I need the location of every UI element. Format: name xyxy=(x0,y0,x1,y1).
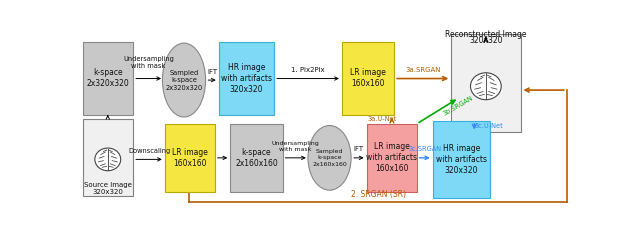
Text: k-space
2x160x160: k-space 2x160x160 xyxy=(235,148,278,168)
Text: Sampled
k-space
2x160x160: Sampled k-space 2x160x160 xyxy=(312,149,347,167)
Text: Sampled
k-space
2x320x320: Sampled k-space 2x320x320 xyxy=(165,70,203,91)
Text: 3c.U-Net: 3c.U-Net xyxy=(474,123,503,129)
FancyBboxPatch shape xyxy=(83,42,133,115)
Text: Undersampling
with mask: Undersampling with mask xyxy=(272,141,319,152)
Text: LR image
160x160: LR image 160x160 xyxy=(172,148,208,168)
Text: Source Image
320x320: Source Image 320x320 xyxy=(84,182,132,195)
FancyBboxPatch shape xyxy=(230,124,283,192)
Text: HR image
with artifacts
320x320: HR image with artifacts 320x320 xyxy=(436,144,487,175)
Text: IFT: IFT xyxy=(354,146,364,152)
Text: HR image
with artifacts
320x320: HR image with artifacts 320x320 xyxy=(221,63,272,94)
Text: LR image
160x160: LR image 160x160 xyxy=(350,68,386,88)
FancyBboxPatch shape xyxy=(367,124,417,192)
FancyBboxPatch shape xyxy=(342,42,394,115)
Text: Reconstructed Image: Reconstructed Image xyxy=(445,30,527,39)
Ellipse shape xyxy=(308,125,351,190)
Text: Undersampling
with mask: Undersampling with mask xyxy=(123,55,174,69)
Text: 3a.SRGAN: 3a.SRGAN xyxy=(405,67,440,73)
Text: 320x320: 320x320 xyxy=(469,36,502,45)
Text: 3a.U-Net: 3a.U-Net xyxy=(367,116,397,122)
Text: k-space
2x320x320: k-space 2x320x320 xyxy=(87,68,129,88)
FancyBboxPatch shape xyxy=(433,121,490,198)
Ellipse shape xyxy=(470,73,501,100)
FancyBboxPatch shape xyxy=(451,34,520,132)
Ellipse shape xyxy=(163,43,205,117)
Text: 2. SRGAN (SR): 2. SRGAN (SR) xyxy=(351,190,406,199)
FancyBboxPatch shape xyxy=(164,124,215,192)
Ellipse shape xyxy=(95,148,121,171)
FancyBboxPatch shape xyxy=(83,119,133,196)
Text: LR image
with artifacts
160x160: LR image with artifacts 160x160 xyxy=(366,142,417,173)
Text: 1. Pix2Pix: 1. Pix2Pix xyxy=(291,67,324,73)
Text: 3b.SRGAN: 3b.SRGAN xyxy=(442,94,474,116)
Text: 3c.SRGAN: 3c.SRGAN xyxy=(408,146,442,152)
Text: Downscaling: Downscaling xyxy=(128,148,170,154)
Text: IFT: IFT xyxy=(207,69,218,75)
FancyBboxPatch shape xyxy=(219,42,274,115)
